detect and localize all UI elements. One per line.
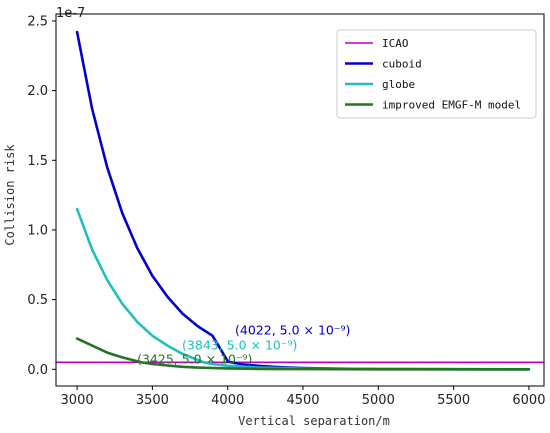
y-axis-label: Collision risk <box>3 144 17 246</box>
series-line-improved-emgf-m-model <box>75 337 531 371</box>
x-tick-label: 3500 <box>136 393 169 408</box>
y-axis-multiplier: 1e-7 <box>56 6 85 21</box>
legend-entry: ICAO <box>382 37 409 50</box>
x-axis-label: Vertical separation/m <box>238 414 390 428</box>
y-tick-label: 1.5 <box>27 154 48 169</box>
y-tick-label: 2.0 <box>27 84 48 99</box>
axes-layer: 3000 3500 4000 4500 5000 5500 6000 0.0 0.5 1.0 1.5… <box>27 13 545 408</box>
legend: ICAO cuboid globe improved EMGF-M model <box>336 29 537 119</box>
y-tick-label: 0.5 <box>27 293 48 308</box>
annotation-layer: (4022, 5.0 × 10⁻⁹)(3843, 5.0 × 10⁻⁹)(342… <box>137 322 350 366</box>
x-tick-label: 4500 <box>286 393 319 408</box>
x-tick-label: 4000 <box>211 393 244 408</box>
y-tick-label: 0.0 <box>27 363 48 378</box>
series-layer <box>55 30 545 371</box>
annotation-label: (4022, 5.0 × 10⁻⁹) <box>235 322 350 337</box>
legend-box <box>336 29 537 119</box>
y-tick-label: 2.5 <box>27 14 48 29</box>
x-tick-label: 5000 <box>362 393 395 408</box>
x-tick-label: 5500 <box>437 393 470 408</box>
axes-frame <box>55 13 545 387</box>
legend-entry: improved EMGF-M model <box>382 99 521 112</box>
legend-entry: globe <box>382 78 415 91</box>
legend-entry: cuboid <box>382 58 422 71</box>
y-tick-label: 1.0 <box>27 223 48 238</box>
annotation-label: (3843, 5.0 × 10⁻⁹) <box>182 337 297 352</box>
x-tick-label: 3000 <box>61 393 94 408</box>
x-tick-label: 6000 <box>512 393 545 408</box>
annotation-label: (3425, 5.0 × 10⁻⁹) <box>137 351 252 366</box>
